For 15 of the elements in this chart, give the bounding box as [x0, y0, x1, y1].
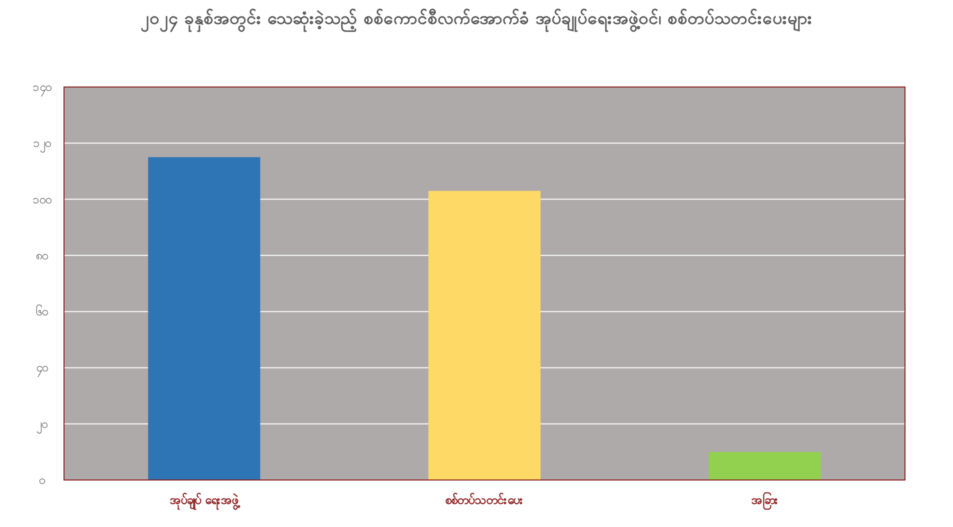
y-tick-label: ၂၀ [36, 416, 48, 434]
x-tick-label: အခြား [751, 490, 778, 511]
x-tick-label: အုပ်ချုပ် ရေးအဖွဲ့ [170, 491, 242, 511]
bar [148, 157, 260, 480]
y-tick-label: ၄၀ [36, 360, 48, 378]
bar [708, 452, 821, 480]
y-tick-label: ၁၀၀ [32, 192, 52, 206]
y-tick-label: ၁၂၀ [33, 136, 51, 154]
bar [428, 190, 541, 480]
x-tick-label: စစ်တပ်သတင်းပေး [444, 491, 524, 507]
y-tick-label: ၆၀ [36, 304, 48, 319]
y-tick-label: ၈၀ [36, 248, 48, 262]
y-tick-label: ၁၄၀ [32, 80, 52, 97]
y-tick-label: ၀ [39, 473, 45, 487]
chart-title: ၂၀၂၄ ခုနှစ်အတွင်း သေဆုံးခဲ့သည့် စစ်ကောင်စီလက်အောက်ခံ အုပ်ချုပ်ရေးအဖွဲ့ဝင်၊ စစ်တပ်သတင်းပေးများ [140, 8, 812, 33]
